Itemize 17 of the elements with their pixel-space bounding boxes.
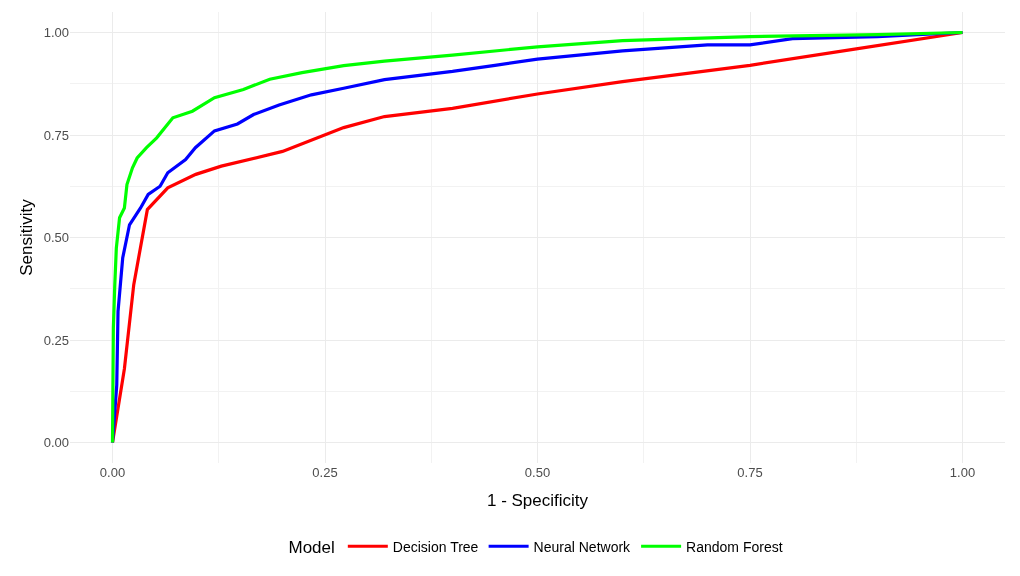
legend-label: Neural Network bbox=[533, 538, 632, 555]
y-axis-title: Sensitivity bbox=[17, 198, 37, 276]
y-tick-label: 0.75 bbox=[43, 127, 69, 143]
legend-title: Model bbox=[288, 537, 335, 557]
x-tick-label: 1.00 bbox=[949, 465, 976, 480]
y-tick-label: 1.00 bbox=[43, 25, 69, 41]
x-tick-label: 0.50 bbox=[524, 465, 551, 480]
x-tick-label: 0.00 bbox=[99, 465, 126, 480]
y-tick-label: 0.25 bbox=[43, 332, 69, 348]
y-tick-label: 0.00 bbox=[43, 435, 69, 451]
y-tick-label: 0.50 bbox=[43, 230, 69, 246]
legend-label: Random Forest bbox=[686, 538, 783, 555]
line-series bbox=[110, 30, 965, 445]
x-tick-label: 0.25 bbox=[312, 465, 338, 480]
x-tick-label: 0.75 bbox=[737, 465, 763, 480]
x-axis-title: 1 - Specificity bbox=[486, 491, 589, 511]
legend-label: Decision Tree bbox=[392, 538, 479, 555]
